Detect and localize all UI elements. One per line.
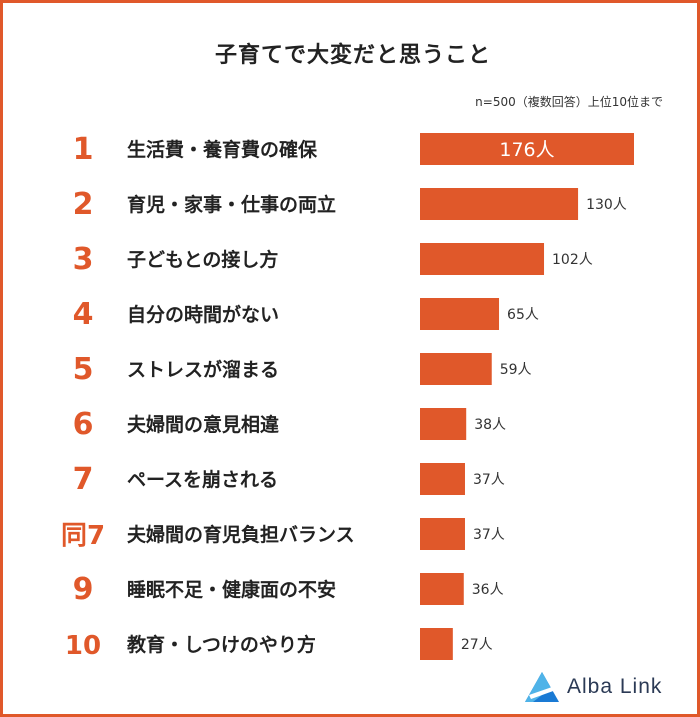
rank-label: 9 <box>73 572 94 607</box>
rank-label: 4 <box>73 297 94 332</box>
logo-text: Alba Link <box>567 675 663 698</box>
bar <box>420 463 465 495</box>
bar <box>420 518 465 550</box>
rank-label: 6 <box>73 407 94 442</box>
bar <box>420 353 492 385</box>
rank-label: 同7 <box>61 521 105 551</box>
value-label: 36人 <box>472 582 504 598</box>
value-label: 102人 <box>552 252 593 268</box>
bar <box>420 573 464 605</box>
value-label: 176人 <box>499 139 554 161</box>
rank-label: 1 <box>73 132 94 167</box>
category-label: 夫婦間の意見相違 <box>127 413 279 436</box>
category-label: 子どもとの接し方 <box>127 248 278 271</box>
rank-label: 3 <box>73 242 94 277</box>
value-label: 130人 <box>586 197 627 213</box>
value-label: 38人 <box>474 417 506 433</box>
value-label: 59人 <box>500 362 532 378</box>
category-label: 生活費・養育費の確保 <box>127 138 318 161</box>
alba-link-logo: Alba Link <box>525 669 662 705</box>
category-label: 教育・しつけのやり方 <box>127 633 316 656</box>
rank-label: 10 <box>65 631 101 661</box>
rank-label: 5 <box>73 352 94 387</box>
bar <box>420 408 467 440</box>
value-label: 37人 <box>473 472 505 488</box>
bar <box>420 298 500 330</box>
alba-link-logo-icon <box>525 672 559 702</box>
rank-label: 7 <box>73 462 94 497</box>
rank-label: 2 <box>73 187 94 222</box>
category-label: ストレスが溜まる <box>127 358 279 381</box>
category-label: 育児・家事・仕事の両立 <box>127 193 336 216</box>
bar <box>420 243 545 275</box>
bar <box>420 133 634 165</box>
sample-note: n=500（複数回答）上位10位まで <box>475 95 663 109</box>
chart-title: 子育てで大変だと思うこと <box>214 43 491 68</box>
bar <box>420 628 453 660</box>
category-label: 夫婦間の育児負担バランス <box>127 523 355 546</box>
value-label: 65人 <box>507 307 539 323</box>
category-label: 睡眠不足・健康面の不安 <box>127 578 336 601</box>
value-label: 27人 <box>461 637 493 653</box>
category-label: ペースを崩される <box>127 468 278 491</box>
bar-chart: 1 生活費・養育費の確保 176人 2 育児・家事・仕事の両立 130人 3 子どもとの接し方… <box>61 132 634 661</box>
bar <box>420 188 579 220</box>
category-label: 自分の時間がない <box>127 303 279 326</box>
value-label: 37人 <box>473 527 505 543</box>
